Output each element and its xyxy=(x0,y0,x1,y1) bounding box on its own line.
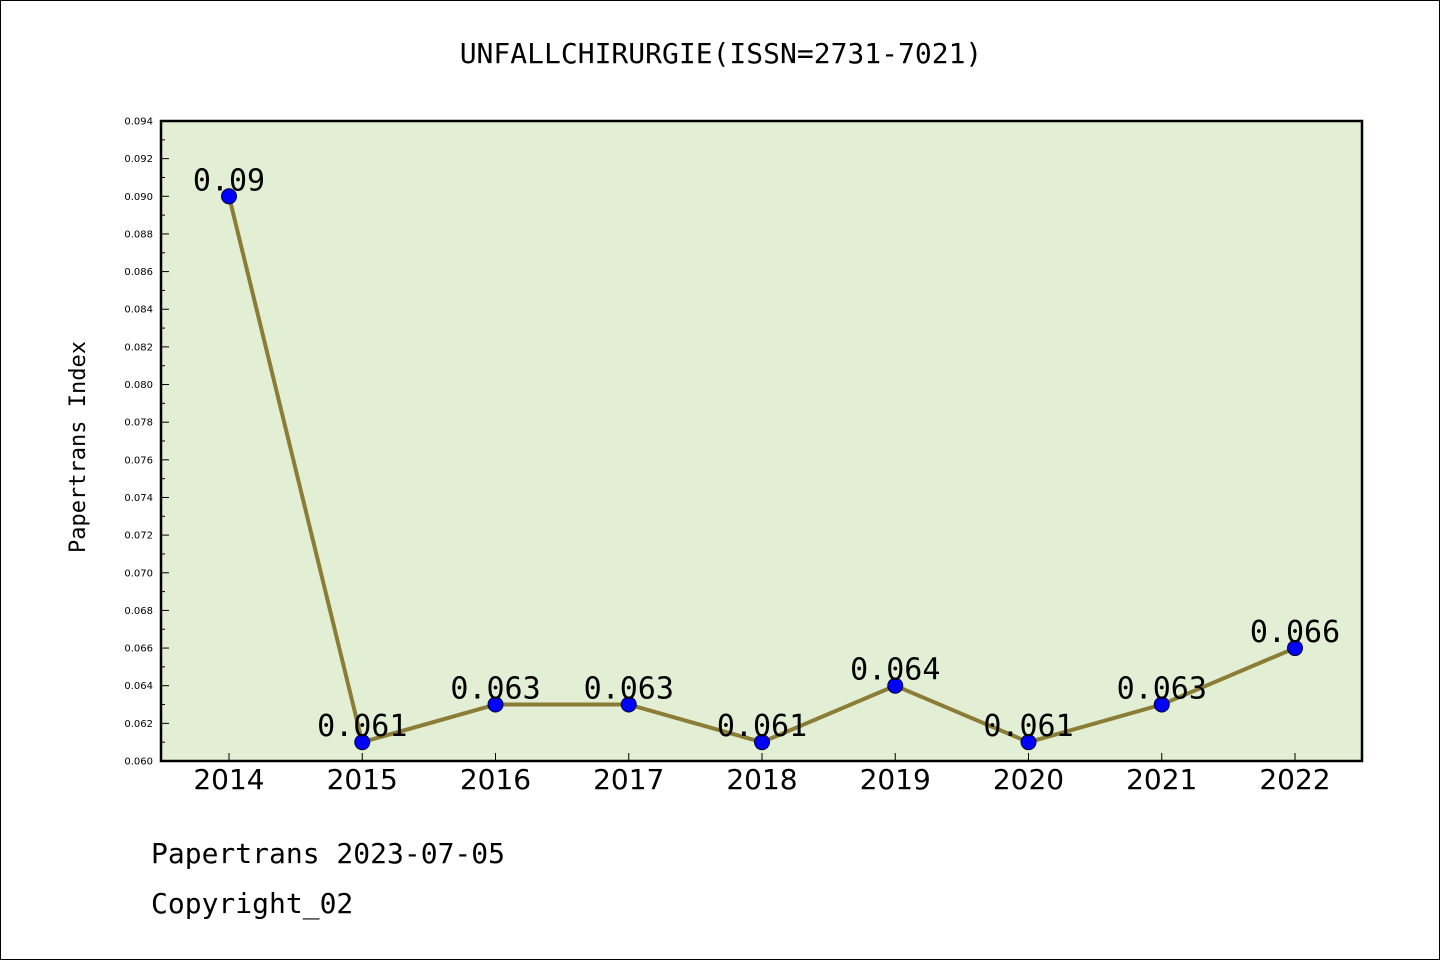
data-point xyxy=(1287,640,1303,657)
plot-frame xyxy=(159,119,1364,763)
y-tick-label: 0.068 xyxy=(124,606,153,617)
y-tick-label: 0.084 xyxy=(124,305,153,316)
y-tick-label: 0.090 xyxy=(124,192,153,203)
data-label: 0.09 xyxy=(193,163,265,198)
y-tick-label: 0.094 xyxy=(124,117,153,128)
data-label: 0.063 xyxy=(584,672,674,707)
y-tick-label: 0.070 xyxy=(124,568,153,579)
y-tick-label: 0.062 xyxy=(124,719,153,730)
x-tick-label: 2016 xyxy=(460,763,531,796)
data-label: 0.063 xyxy=(450,672,540,707)
x-tick-label: 2020 xyxy=(993,763,1064,796)
y-axis-label: Papertrans Index xyxy=(66,341,91,553)
data-point xyxy=(620,696,637,713)
data-point xyxy=(221,188,237,205)
x-tick-label: 2022 xyxy=(1259,763,1330,796)
x-tick-label: 2019 xyxy=(860,763,931,796)
data-label: 0.064 xyxy=(850,653,940,688)
y-tick-label: 0.086 xyxy=(124,267,153,278)
chart-title: UNFALLCHIRURGIE(ISSN=2731-7021) xyxy=(459,37,983,70)
y-tick-label: 0.078 xyxy=(124,418,153,429)
data-point xyxy=(354,734,371,751)
x-tick-label: 2018 xyxy=(726,763,797,796)
y-tick-label: 0.074 xyxy=(124,493,153,504)
data-point xyxy=(1020,734,1037,751)
y-tick-label: 0.080 xyxy=(124,380,153,391)
y-tick-label: 0.066 xyxy=(124,644,153,655)
data-point xyxy=(887,677,904,694)
y-tick-label: 0.088 xyxy=(124,229,153,240)
footer-date: Papertrans 2023-07-05 xyxy=(151,837,506,870)
data-label: 0.066 xyxy=(1250,615,1340,650)
data-point xyxy=(1153,696,1170,713)
y-tick-label: 0.072 xyxy=(124,531,153,542)
y-tick-label: 0.092 xyxy=(124,154,153,165)
data-point xyxy=(754,734,770,751)
data-point xyxy=(487,696,504,713)
data-label: 0.061 xyxy=(317,709,407,744)
data-label: 0.063 xyxy=(1117,672,1207,707)
y-tick-label: 0.064 xyxy=(124,681,153,692)
plot-area xyxy=(161,121,1362,761)
x-tick-label: 2017 xyxy=(593,763,664,796)
footer-copyright: Copyright_02 xyxy=(151,887,354,920)
y-tick-label: 0.076 xyxy=(124,455,153,466)
x-tick-label: 2015 xyxy=(327,763,398,796)
x-tick-label: 2021 xyxy=(1126,763,1197,796)
y-tick-label: 0.060 xyxy=(124,757,153,768)
x-tick-label: 2014 xyxy=(193,763,264,796)
data-label: 0.061 xyxy=(983,709,1073,744)
y-tick-label: 0.082 xyxy=(124,342,153,353)
data-label: 0.061 xyxy=(717,709,807,744)
